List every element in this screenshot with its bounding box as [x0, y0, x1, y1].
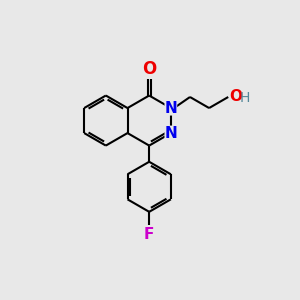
Text: H: H [239, 91, 250, 105]
Text: N: N [164, 126, 177, 141]
Text: O: O [142, 60, 156, 78]
Text: N: N [164, 100, 177, 116]
Text: F: F [144, 226, 154, 242]
Text: O: O [229, 89, 242, 104]
